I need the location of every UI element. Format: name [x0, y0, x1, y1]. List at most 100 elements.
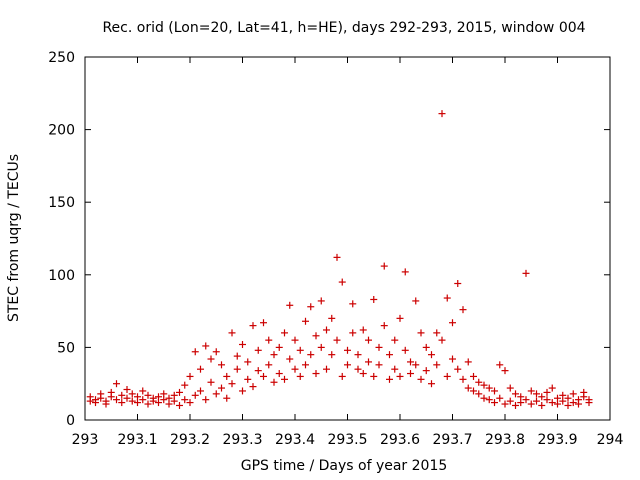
data-point: [527, 400, 535, 408]
x-tick-label: 293.9: [537, 432, 577, 448]
data-point: [354, 351, 362, 359]
data-point: [134, 399, 141, 407]
data-point: [538, 401, 546, 409]
data-point: [86, 393, 94, 401]
data-point: [291, 365, 299, 373]
y-tick-label: 250: [48, 50, 75, 66]
data-point: [512, 401, 519, 409]
data-point: [239, 387, 246, 395]
data-point: [191, 348, 199, 356]
data-point: [186, 372, 194, 380]
data-point: [380, 322, 388, 330]
data-point: [496, 361, 504, 369]
data-point: [412, 297, 420, 305]
data-point: [149, 397, 157, 405]
data-point: [496, 394, 504, 402]
data-point: [506, 384, 514, 392]
data-point: [548, 384, 556, 392]
data-point: [501, 400, 509, 408]
data-point: [354, 365, 362, 373]
data-point: [428, 351, 435, 359]
data-point: [480, 381, 488, 389]
data-point: [407, 358, 414, 366]
data-point: [396, 314, 404, 322]
data-point: [454, 365, 462, 373]
data-point: [107, 388, 115, 396]
data-point: [559, 391, 567, 399]
data-point: [475, 390, 483, 398]
data-point: [470, 372, 477, 380]
x-tick-label: 293.8: [485, 432, 525, 448]
data-point: [186, 399, 194, 407]
data-point: [538, 393, 546, 401]
data-point: [485, 396, 493, 404]
data-point: [422, 367, 430, 375]
data-point: [522, 396, 530, 404]
data-point: [554, 400, 561, 408]
data-point: [533, 390, 540, 398]
data-point: [338, 278, 346, 286]
data-point: [191, 391, 199, 399]
data-point: [491, 399, 498, 407]
data-point: [128, 390, 136, 398]
x-tick-label: 293.7: [432, 432, 472, 448]
data-point: [307, 303, 315, 311]
data-point: [118, 391, 126, 399]
data-point: [459, 375, 467, 383]
data-point: [233, 365, 241, 373]
data-point: [349, 300, 357, 308]
x-tick-label: 293: [72, 432, 99, 448]
data-point: [359, 370, 367, 378]
data-point: [123, 386, 131, 394]
y-tick-labels: 0 50 100 150 200 250: [48, 50, 75, 429]
data-point: [118, 399, 126, 407]
data-point: [428, 380, 435, 388]
x-axis-title: GPS time / Days of year 2015: [241, 458, 448, 474]
data-point: [391, 336, 399, 344]
data-point: [323, 326, 330, 334]
data-point: [417, 329, 425, 337]
data-point: [223, 372, 231, 380]
data-point: [491, 387, 498, 395]
y-tick-label: 50: [57, 340, 75, 356]
data-point: [239, 340, 246, 348]
data-point: [575, 400, 582, 408]
data-point: [233, 352, 241, 360]
data-point: [338, 372, 346, 380]
data-point: [281, 329, 288, 337]
data-point: [270, 378, 278, 386]
data-point: [165, 394, 173, 402]
data-point: [533, 397, 540, 405]
data-point: [501, 367, 509, 375]
data-point: [207, 378, 215, 386]
x-tick-label: 293.3: [222, 432, 262, 448]
data-point: [443, 294, 451, 302]
data-point: [480, 394, 488, 402]
data-point: [176, 388, 183, 396]
data-point: [433, 329, 441, 337]
data-point: [464, 358, 472, 366]
data-point: [349, 329, 357, 337]
data-point: [386, 351, 393, 359]
data-point: [506, 397, 514, 405]
data-point: [312, 332, 320, 340]
data-point: [548, 399, 556, 407]
data-point: [438, 336, 446, 344]
x-tick-label: 293.1: [117, 432, 157, 448]
data-point: [527, 387, 535, 395]
data-point: [244, 375, 252, 383]
data-point: [139, 396, 147, 404]
data-point: [265, 336, 273, 344]
data-point: [543, 388, 551, 396]
data-point: [365, 358, 372, 366]
x-tick-label: 294: [597, 432, 624, 448]
data-point: [401, 268, 409, 276]
data-point: [286, 301, 294, 309]
data-point: [443, 372, 451, 380]
data-point: [470, 387, 477, 395]
data-points: [86, 110, 593, 409]
x-tick-label: 293.4: [275, 432, 315, 448]
data-point: [144, 400, 152, 408]
data-point: [464, 384, 472, 392]
x-tick-label: 293.5: [327, 432, 367, 448]
